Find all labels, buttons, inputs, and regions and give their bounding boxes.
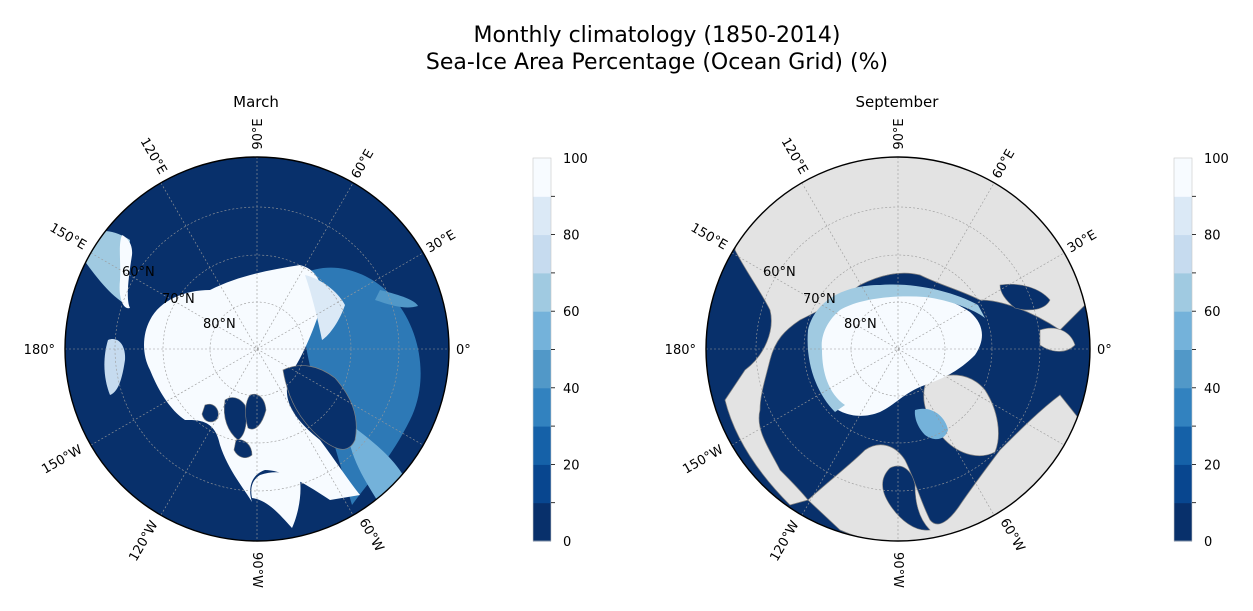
march-canadian-island <box>233 439 253 459</box>
march-colorbar-segment <box>533 196 551 236</box>
march-lon-label-0: 0° <box>456 343 471 358</box>
march-lon-label-150w: 150°W <box>39 442 85 477</box>
march-canadian-island <box>245 393 267 430</box>
september-lon-label-150e: 150°E <box>688 221 730 254</box>
march-lon-label-60w: 60°W <box>356 516 387 555</box>
september-lat-label-70n: 70°N <box>803 292 836 307</box>
march-lon-label-180: 180° <box>24 343 55 358</box>
march-kara-ice <box>305 275 345 340</box>
march-central-ice-pack <box>144 265 360 502</box>
september-colorbar-segment <box>1174 502 1192 542</box>
september-graticule <box>706 157 1090 541</box>
september-colorbar-tick-label: 60 <box>1204 305 1221 320</box>
march-lat-label-60n: 60°N <box>122 265 155 280</box>
march-colorbar-segment <box>533 158 551 197</box>
september-lon-label-60w: 60°W <box>997 516 1028 555</box>
september-colorbar-segment <box>1174 234 1192 274</box>
march-colorbar-tick-label: 20 <box>563 458 580 473</box>
march-lon-label-90w: 90°W <box>249 552 264 588</box>
march-colorbar-segment <box>533 464 551 504</box>
march-hudson-bay-ice <box>251 472 301 528</box>
march-colorbar-tick-label: 0 <box>563 535 571 550</box>
march-colorbar: 100 80 60 40 20 0 <box>532 152 588 550</box>
march-lon-label-150e: 150°E <box>47 221 89 254</box>
september-colorbar-segment <box>1174 196 1192 236</box>
september-lat-label-80n: 80°N <box>844 317 877 332</box>
march-lon-label-120w: 120°W <box>126 518 161 564</box>
september-colorbar-segment <box>1174 426 1192 465</box>
september-colorbar-tick-label: 20 <box>1204 458 1221 473</box>
september-lon-label-60e: 60°E <box>990 147 1019 182</box>
march-lon-label-60e: 60°E <box>349 147 378 182</box>
map-panel-september: September <box>665 93 1229 588</box>
september-lon-label-120e: 120°E <box>778 135 811 177</box>
march-colorbar-segment <box>533 349 551 389</box>
march-canadian-island <box>201 403 219 423</box>
march-lon-label-90e: 90°E <box>251 118 266 149</box>
september-lon-label-150w: 150°W <box>680 442 726 477</box>
september-colorbar-tick-label: 40 <box>1204 382 1221 397</box>
september-lon-label-0: 0° <box>1097 343 1112 358</box>
march-colorbar-tick-label: 100 <box>563 152 588 167</box>
march-bering-ice <box>104 339 126 395</box>
september-colorbar-tick-label: 80 <box>1204 229 1221 244</box>
september-colorbar-segment <box>1174 158 1192 197</box>
march-greenland <box>282 365 357 450</box>
september-lon-label-90e: 90°E <box>892 118 907 149</box>
september-colorbar-tick-label: 0 <box>1204 535 1212 550</box>
september-colorbar: 100 80 60 40 20 0 <box>1173 152 1229 550</box>
september-baffin-ice <box>914 408 948 440</box>
march-canadian-island <box>223 397 247 441</box>
september-colorbar-segment <box>1174 311 1192 350</box>
september-colorbar-segment <box>1174 349 1192 389</box>
september-colorbar-segment <box>1174 272 1192 312</box>
september-hudson-bay <box>882 465 931 531</box>
figure-title-line1: Monthly climatology (1850-2014) <box>473 23 840 48</box>
september-lat-label-60n: 60°N <box>763 265 796 280</box>
panel-title-march: March <box>233 93 279 111</box>
march-map-body <box>65 157 449 541</box>
march-colorbar-segment <box>533 234 551 274</box>
march-lon-label-120e: 120°E <box>137 135 170 177</box>
september-central-ice-pack <box>812 291 982 416</box>
september-baltic-sea <box>999 283 1051 311</box>
march-colorbar-tick-label: 60 <box>563 305 580 320</box>
september-map-border <box>705 156 1091 542</box>
september-lon-label-30e: 30°E <box>1065 228 1100 257</box>
march-colorbar-tick-label: 80 <box>563 229 580 244</box>
september-ice-edge <box>807 284 985 412</box>
september-colorbar-segment <box>1174 464 1192 504</box>
march-lon-label-30e: 30°E <box>424 228 459 257</box>
march-colorbar-segment <box>533 426 551 465</box>
march-okhotsk-ice <box>82 230 130 305</box>
september-map-body <box>706 157 1090 541</box>
march-map-border <box>64 156 450 542</box>
september-lon-label-180: 180° <box>665 343 696 358</box>
march-colorbar-segment <box>533 502 551 542</box>
september-scandinavia-land <box>1039 327 1076 352</box>
march-colorbar-segment <box>533 272 551 312</box>
march-lat-label-70n: 70°N <box>162 292 195 307</box>
march-colorbar-segment <box>533 311 551 350</box>
map-panel-march: March <box>24 93 588 588</box>
september-lon-label-90w: 90°W <box>890 552 905 588</box>
march-lat-label-80n: 80°N <box>203 317 236 332</box>
march-colorbar-tick-label: 40 <box>563 382 580 397</box>
september-colorbar-tick-label: 100 <box>1204 152 1229 167</box>
panel-title-september: September <box>856 93 940 111</box>
march-kamchatka-ice <box>119 235 133 309</box>
figure-title-line2: Sea-Ice Area Percentage (Ocean Grid) (%) <box>426 50 888 75</box>
march-graticule <box>65 157 449 541</box>
march-colorbar-segment <box>533 387 551 427</box>
september-colorbar-segment <box>1174 387 1192 427</box>
march-baltic-ice <box>375 290 418 308</box>
september-lon-label-120w: 120°W <box>767 518 802 564</box>
